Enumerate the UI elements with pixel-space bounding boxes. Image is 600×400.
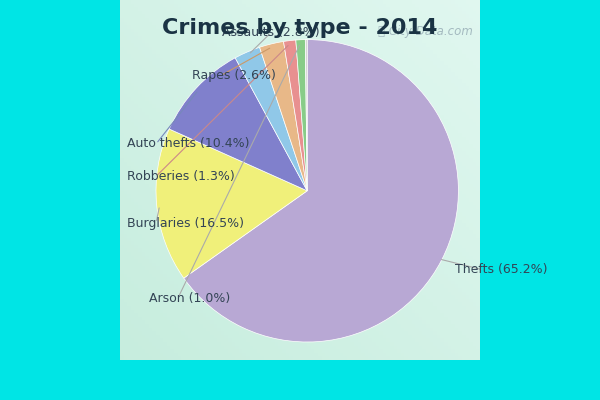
Wedge shape	[284, 40, 307, 191]
Text: Auto thefts (10.4%): Auto thefts (10.4%)	[127, 138, 250, 150]
Text: ⓘ City-Data.com: ⓘ City-Data.com	[378, 25, 473, 38]
Wedge shape	[235, 47, 307, 191]
Text: Thefts (65.2%): Thefts (65.2%)	[455, 264, 547, 276]
Wedge shape	[296, 40, 307, 191]
Wedge shape	[305, 40, 307, 191]
Wedge shape	[260, 42, 307, 191]
Text: Robberies (1.3%): Robberies (1.3%)	[127, 170, 235, 183]
Text: Crimes by type - 2014: Crimes by type - 2014	[163, 18, 437, 38]
Text: Burglaries (16.5%): Burglaries (16.5%)	[127, 217, 244, 230]
Wedge shape	[156, 129, 307, 278]
Text: Rapes (2.6%): Rapes (2.6%)	[192, 69, 276, 82]
Wedge shape	[184, 40, 458, 342]
Wedge shape	[169, 58, 307, 191]
Text: Arson (1.0%): Arson (1.0%)	[149, 292, 230, 305]
Text: Assaults (2.8%): Assaults (2.8%)	[223, 26, 320, 39]
